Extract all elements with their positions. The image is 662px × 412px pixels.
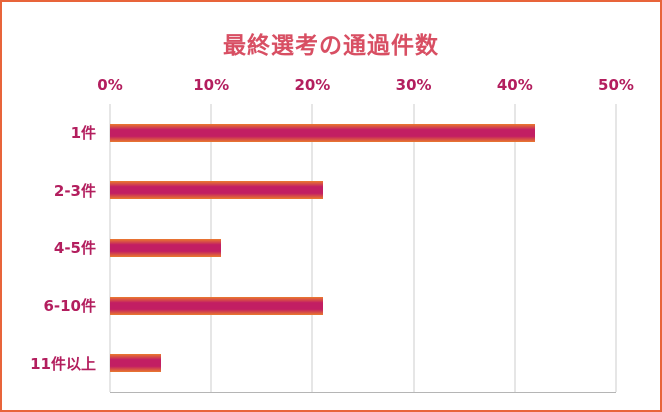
chart-row: 2-3件: [54, 162, 616, 220]
bar: [110, 123, 536, 142]
x-tick-label: 30%: [395, 76, 432, 94]
category-label: 6-10件: [43, 297, 96, 316]
x-tick-label: 20%: [294, 76, 331, 94]
chart-row: 4-5件: [54, 219, 616, 277]
chart-row: 1件: [71, 104, 616, 162]
chart-area: 0% 10% 20% 30% 40% 50% 1件 2-3件 4-5件 6-10件 11件以上: [30, 76, 634, 393]
chart-title: 最終選考の通過件数: [223, 33, 439, 59]
chart-card: 最終選考の通過件数 0% 10% 20% 30% 40% 50% 1件 2-3件 4-5件 6-…: [2, 26, 660, 393]
bar: [110, 238, 222, 257]
category-label: 1件: [70, 124, 96, 143]
bar: [110, 354, 161, 373]
category-label: 2-3件: [53, 181, 96, 200]
x-tick-label: 10%: [193, 76, 230, 94]
x-axis: 0% 10% 20% 30% 40% 50%: [97, 76, 634, 96]
bar: [110, 296, 323, 315]
plot-area: 1件 2-3件 4-5件 6-10件 11件以上: [30, 104, 617, 393]
x-tick-label: 50%: [598, 76, 634, 94]
gridline: [615, 104, 617, 392]
x-tick-label: 40%: [496, 76, 533, 94]
bar: [110, 181, 323, 200]
chart-row: 11件以上: [30, 334, 616, 392]
gridline: [311, 104, 313, 392]
gridline: [514, 104, 516, 392]
category-label: 4-5件: [53, 239, 96, 258]
chart-row: 6-10件: [43, 277, 616, 335]
x-tick-label: 0%: [97, 76, 123, 94]
category-label: 11件以上: [30, 354, 96, 373]
gridline: [413, 104, 415, 392]
